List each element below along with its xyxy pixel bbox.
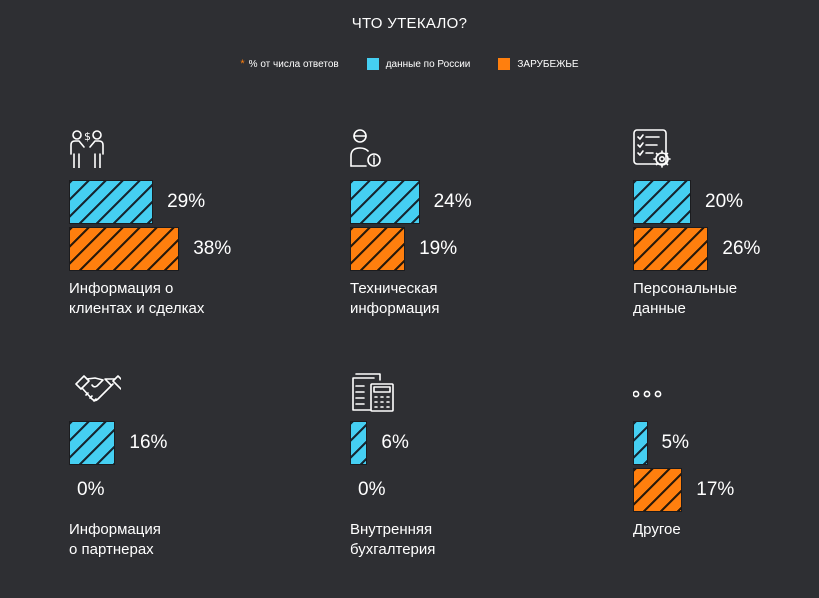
legend-swatch-russia	[366, 58, 379, 70]
category-label-line-1: Другое	[633, 521, 681, 538]
legend-note: * % от числа ответов	[240, 58, 338, 70]
category-label: Внутренняя бухгалтерия	[350, 520, 570, 560]
more-dots-icon	[633, 390, 662, 398]
value-label-russia: 29%	[167, 191, 206, 212]
bar-row-foreign: 38%	[69, 227, 231, 271]
value-label-foreign: 0%	[358, 479, 386, 500]
panel-partners-info: 16% 0% Информация о партнерах	[69, 372, 309, 572]
bar-russia	[633, 180, 691, 224]
category-label: Другое	[633, 520, 819, 540]
category-label-line-1: Персональные	[633, 280, 738, 297]
legend-label-russia: данные по России	[385, 58, 471, 70]
legend-note-text: % от числа ответов	[248, 58, 339, 70]
category-label: Информация о партнерах	[69, 520, 289, 560]
bar-row-foreign: 17%	[633, 468, 734, 512]
category-label-line-1: Внутренняя	[350, 521, 433, 538]
bar-foreign	[633, 227, 709, 271]
chart-title: ЧТО УТЕКАЛО?	[351, 15, 468, 32]
panel-accounting: 6% 0% Внутренняя бухгалтерия	[350, 372, 590, 572]
bar-row-foreign: 19%	[350, 227, 457, 271]
bar-row-russia: 5%	[633, 421, 689, 465]
value-label-foreign: 38%	[193, 238, 232, 259]
bar-foreign	[350, 227, 406, 271]
value-label-russia: 16%	[129, 432, 168, 453]
panel-clients-deals: $ 29% 38% Информация о клиентах и сделка…	[69, 128, 309, 328]
category-label-line-2: о партнерах	[69, 541, 154, 558]
bar-row-russia: 6%	[350, 421, 409, 465]
bar-russia	[69, 421, 116, 465]
panel-personal-data: 20% 26% Персональные данные	[633, 128, 819, 328]
bar-foreign	[69, 227, 180, 271]
bar-foreign	[633, 468, 683, 512]
handshake-icon	[75, 375, 121, 402]
legend: * % от числа ответов данные по России ЗА…	[0, 58, 819, 70]
panel-other: 5% 17% Другое	[633, 372, 819, 572]
bar-row-russia: 29%	[69, 180, 205, 224]
legend-note-star: *	[240, 58, 245, 70]
client-deal-icon: $	[70, 130, 104, 168]
category-label-line-2: бухгалтерия	[350, 541, 436, 558]
bar-russia	[633, 421, 648, 465]
value-label-foreign: 26%	[722, 238, 761, 259]
category-label: Персональные данные	[633, 279, 819, 319]
panel-technical-info: 24% 19% Техническая информация	[350, 128, 590, 328]
legend-swatch-foreign	[498, 58, 511, 70]
bar-row-foreign: 26%	[633, 227, 760, 271]
bar-row-russia: 20%	[633, 180, 743, 224]
category-label-line-1: Информация о	[69, 280, 174, 297]
category-label-line-1: Техническая	[350, 280, 438, 297]
category-label: Информация о клиентах и сделках	[69, 279, 289, 319]
category-label-line-1: Информация	[69, 521, 161, 538]
category-label-line-2: клиентах и сделках	[69, 300, 205, 317]
value-label-foreign: 19%	[419, 238, 458, 259]
legend-item-foreign: ЗАРУБЕЖЬЕ	[498, 58, 579, 70]
bar-russia	[69, 180, 154, 224]
value-label-foreign: 17%	[696, 479, 735, 500]
bar-row-foreign: 0%	[69, 468, 104, 512]
value-label-foreign: 0%	[77, 479, 105, 500]
category-label: Техническая информация	[350, 279, 570, 319]
value-label-russia: 6%	[381, 432, 409, 453]
bar-row-russia: 24%	[350, 180, 472, 224]
category-label-line-2: информация	[350, 300, 440, 317]
category-label-line-2: данные	[633, 300, 686, 317]
accounting-icon	[352, 373, 394, 412]
checklist-gear-icon	[633, 129, 671, 168]
bar-russia	[350, 180, 420, 224]
bar-russia	[350, 421, 368, 465]
legend-item-russia: данные по России	[366, 58, 471, 70]
svg-text:$: $	[84, 130, 91, 143]
bar-row-russia: 16%	[69, 421, 167, 465]
bar-row-foreign: 0%	[350, 468, 385, 512]
value-label-russia: 24%	[433, 191, 472, 212]
value-label-russia: 20%	[705, 191, 744, 212]
legend-label-foreign: ЗАРУБЕЖЬЕ	[517, 58, 579, 70]
tech-user-info-icon	[350, 129, 381, 167]
value-label-russia: 5%	[661, 432, 689, 453]
